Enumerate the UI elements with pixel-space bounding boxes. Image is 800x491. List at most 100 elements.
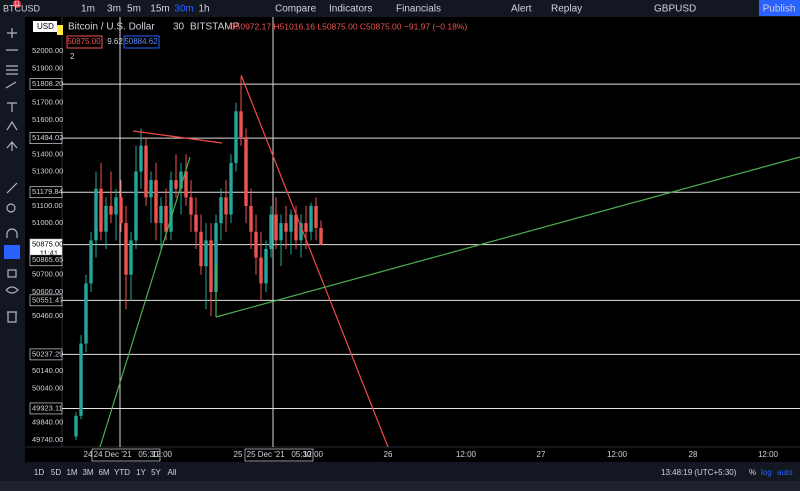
crosshair-icon[interactable] [7, 28, 17, 38]
interval[interactable]: 1m [81, 4, 95, 15]
range-button[interactable]: 6M [98, 468, 109, 477]
brush-icon[interactable] [5, 81, 17, 89]
y-tick-label: 50551.47 [32, 295, 63, 304]
candle-body [289, 214, 293, 232]
candle-body [104, 205, 108, 232]
price-label-box [29, 78, 63, 90]
price-label-box [29, 186, 63, 199]
trash-icon[interactable] [7, 311, 17, 323]
badge-count: 11 [14, 2, 21, 8]
y-tick-label: 50040.00 [32, 383, 63, 392]
bottom-bar [25, 462, 800, 481]
ruler-icon[interactable] [6, 182, 18, 194]
candle-body [159, 205, 163, 224]
range-button[interactable]: 1M [66, 468, 77, 477]
compare[interactable]: Compare [275, 4, 317, 15]
candle-body [134, 171, 138, 241]
symbol[interactable]: BTCUSD [3, 3, 41, 13]
financials[interactable]: Financials [396, 4, 441, 15]
candle-body [149, 180, 153, 198]
percent-toggle[interactable]: % [749, 468, 756, 477]
x-tick-label: 12:00 [456, 450, 477, 459]
pattern-icon[interactable] [6, 120, 18, 131]
candle-body [224, 197, 228, 215]
candle-body [99, 188, 103, 232]
badge [13, 0, 21, 8]
fib-icon[interactable] [6, 65, 18, 75]
bid[interactable]: 50875.00 [67, 37, 101, 46]
lock-draw-active[interactable] [4, 245, 20, 259]
candle-body [94, 188, 98, 241]
countdown: 11:41 [40, 249, 58, 258]
collapsed-count[interactable]: 2 [70, 52, 75, 61]
price-label-box [29, 402, 63, 415]
range-button[interactable]: YTD [114, 468, 130, 477]
trend-line[interactable] [132, 130, 223, 144]
candle-body [204, 240, 208, 267]
candle-body [259, 257, 263, 284]
lock-icon[interactable] [7, 269, 17, 278]
legend-title: Bitcoin / U.S. Dollar [68, 22, 155, 33]
candle-body [229, 162, 233, 215]
range-button[interactable]: 5D [51, 468, 61, 477]
candle-body [129, 240, 133, 275]
publish-button[interactable] [759, 0, 800, 16]
candle-body [214, 223, 218, 292]
candle-body [264, 248, 268, 284]
y-tick-label: 51600.00 [32, 115, 63, 124]
range-button[interactable]: 5Y [151, 468, 161, 477]
zoom-icon[interactable] [6, 203, 16, 213]
trend-line[interactable] [240, 74, 389, 448]
interval[interactable]: 15m [150, 4, 169, 15]
y-tick-label: 51000.00 [32, 218, 63, 227]
bid-box[interactable] [66, 35, 103, 49]
ask[interactable]: 50884.62 [124, 37, 158, 46]
bottom-strip [0, 481, 800, 491]
trend-line[interactable] [99, 156, 191, 448]
candle-body [309, 205, 313, 232]
interval[interactable]: 3m [107, 4, 121, 15]
x-tick-label: 26 [384, 450, 393, 459]
range-button[interactable]: All [168, 468, 177, 477]
text-icon[interactable] [7, 102, 17, 112]
currency[interactable]: USD [37, 22, 54, 31]
prediction-icon[interactable] [6, 141, 18, 151]
candle-body [189, 197, 193, 215]
y-tick-label: 50875.00 [32, 240, 63, 249]
log-toggle[interactable]: log [761, 468, 772, 477]
y-tick-label: 51100.00 [32, 201, 63, 210]
auto-toggle[interactable]: auto [777, 468, 793, 477]
indicators[interactable]: Indicators [329, 4, 372, 15]
candle-body [319, 227, 323, 245]
ask-box[interactable] [123, 35, 160, 49]
x-tick-label: 25 Dec '21 05:30 [247, 450, 312, 459]
candle-body [194, 214, 198, 232]
currency-box[interactable] [33, 21, 57, 32]
trend-line[interactable] [215, 156, 800, 318]
interval[interactable]: 5m [127, 4, 141, 15]
y-tick-label: 51900.00 [32, 63, 63, 72]
eye-icon[interactable] [5, 286, 19, 294]
clock: 13:48:19 (UTC+5:30) [661, 468, 737, 477]
alert[interactable]: Alert [511, 4, 532, 15]
candle-body [179, 171, 183, 189]
interval[interactable]: 30m [174, 4, 193, 15]
x-tick-label: 24 [84, 450, 93, 459]
price-label-box [29, 294, 63, 307]
y-tick-label: 50700.00 [32, 270, 63, 279]
interval[interactable]: 1h [198, 4, 209, 15]
candle-body [124, 223, 128, 275]
candle-body [74, 415, 78, 437]
candle-body [304, 223, 308, 232]
range-button[interactable]: 3M [82, 468, 93, 477]
publish[interactable]: Publish [763, 4, 796, 15]
watch-symbol[interactable]: GBPUSD [654, 4, 696, 15]
candle-body [199, 231, 203, 267]
magnet-icon[interactable] [6, 228, 18, 238]
range-button[interactable]: 1D [34, 468, 44, 477]
replay[interactable]: Replay [551, 4, 582, 15]
range-button[interactable]: 1Y [136, 468, 146, 477]
candle-body [274, 214, 278, 241]
candle-body [279, 223, 283, 241]
